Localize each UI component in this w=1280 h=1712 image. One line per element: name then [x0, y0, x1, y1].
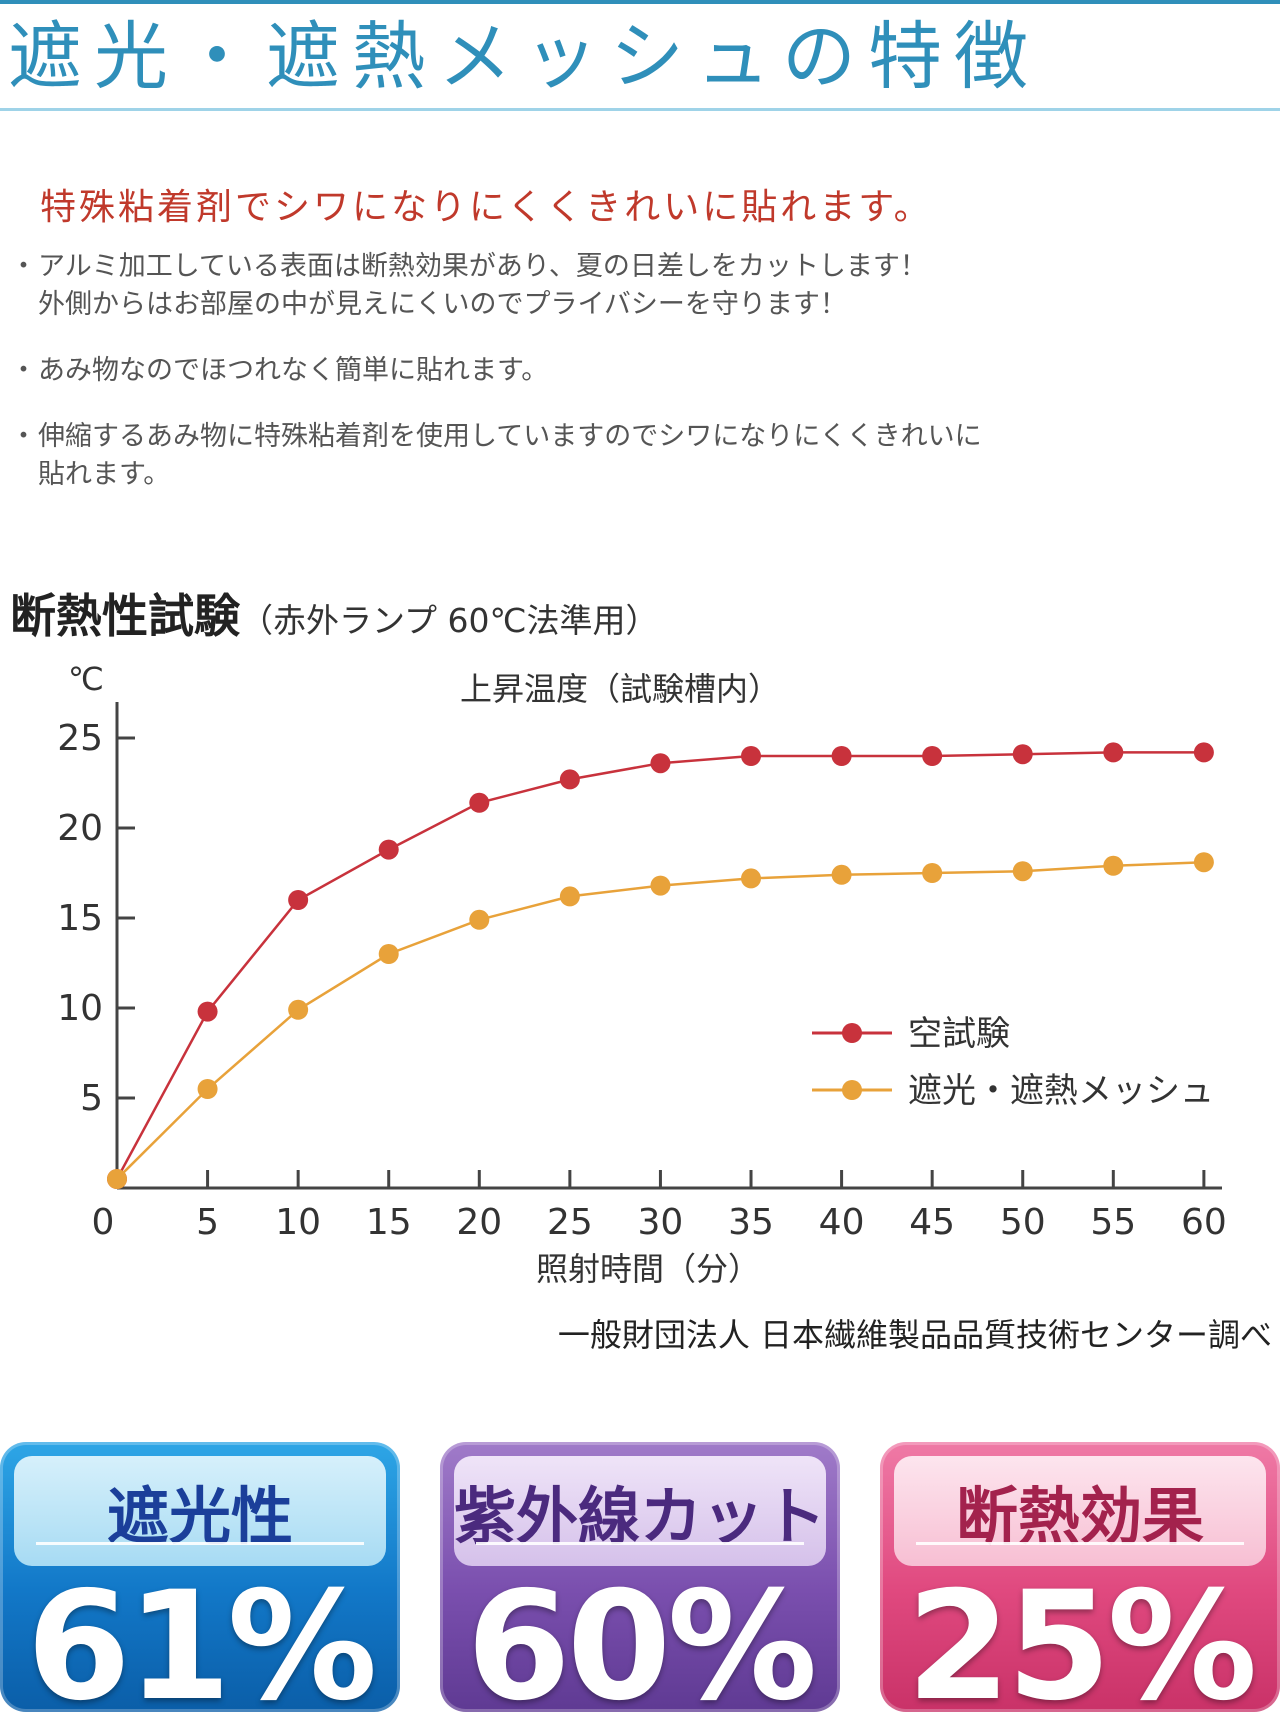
data-point-series-2 [107, 1169, 127, 1189]
feature-text: 外側からはお部屋の中が見えにくいのでプライバシーを守ります！ [38, 289, 847, 320]
data-source-note: 一般財団法人 日本繊維製品品質技術センター調べ [557, 1316, 1272, 1354]
page-title: 遮光・遮熱メッシュの特徴 [8, 14, 1040, 100]
data-point-series-2 [1193, 852, 1214, 873]
feature-list: ・ アルミ加工している表面は断熱効果があり、夏の日差しをカットします！ 外側から… [10, 248, 1270, 522]
x-tick-label: 25 [547, 1202, 593, 1243]
badge-label-panel [14, 1456, 386, 1566]
feature-item: ・ あみ物なのでほつれなく簡単に貼れます。 [10, 352, 1270, 390]
x-tick-label: 50 [1000, 1202, 1046, 1243]
y-tick-label: 10 [57, 988, 103, 1029]
feature-text: 伸縮するあみ物に特殊粘着剤を使用していますのでシワになりにくくきれいに [38, 421, 982, 452]
data-point-series-2 [650, 875, 671, 896]
data-point-series-1 [831, 746, 852, 766]
data-point-series-1 [922, 746, 943, 766]
x-tick-label: 5 [196, 1202, 219, 1243]
feature-text: あみ物なのでほつれなく簡単に貼れます。 [38, 355, 549, 386]
data-point-series-1 [197, 1001, 218, 1022]
badge-label: 断熱効果 [955, 1480, 1204, 1553]
x-tick-label: 30 [638, 1202, 684, 1243]
bullet-marker: ・ [10, 421, 37, 452]
chart-heading-sub: （赤外ランプ 60℃法準用） [240, 601, 659, 640]
data-point-series-1 [378, 839, 399, 860]
feature-text: アルミ加工している表面は断熱効果があり、夏の日差しをカットします！ [38, 251, 927, 282]
y-tick-label: 25 [57, 718, 103, 759]
data-point-series-2 [469, 909, 490, 930]
data-point-series-2 [741, 868, 762, 889]
data-point-series-2 [831, 864, 852, 885]
badge-label-panel [454, 1456, 826, 1566]
legend-label-1: 空試験 [908, 1014, 1010, 1054]
header-top-rule [0, 0, 1280, 4]
y-tick-label: 20 [57, 808, 103, 849]
data-point-series-2 [1103, 855, 1124, 876]
x-tick-label: 40 [819, 1202, 865, 1243]
bullet-marker: ・ [10, 251, 37, 282]
chart-heading-main: 断熱性試験 [10, 589, 240, 643]
x-tick-label: 55 [1090, 1202, 1136, 1243]
data-point-series-1 [559, 769, 580, 790]
badge-value: 25% [906, 1560, 1257, 1712]
lead-text: 特殊粘着剤でシワになりにくくきれいに貼れます。 [40, 187, 933, 228]
data-point-series-1 [469, 792, 490, 813]
y-axis-unit-label: ℃ [68, 660, 104, 698]
data-point-series-2 [378, 944, 399, 964]
series-line-2 [116, 860, 1204, 1180]
x-tick-label: 15 [366, 1202, 412, 1243]
x-tick-label: 20 [456, 1202, 502, 1243]
badge-divider [36, 1542, 364, 1545]
badge-label-panel [894, 1456, 1266, 1566]
badge-label: 紫外線カット [453, 1480, 826, 1553]
series-line-1 [115, 751, 1204, 1180]
data-point-series-1 [288, 890, 309, 910]
heat-insulation-badge: 断熱効果 25% [880, 1442, 1280, 1712]
chart-heading: 断熱性試験（赤外ランプ 60℃法準用） [10, 580, 659, 646]
badge-value: 61% [26, 1560, 377, 1712]
shading-rate-badge: 遮光性 61% [0, 1442, 400, 1712]
badge-divider [476, 1542, 804, 1545]
data-point-series-2 [288, 999, 309, 1020]
data-point-series-2 [197, 1079, 218, 1099]
legend-marker-1 [842, 1023, 862, 1043]
y-tick-label: 5 [80, 1078, 103, 1119]
x-tick-label: 10 [275, 1202, 321, 1243]
feature-item: ・ 伸縮するあみ物に特殊粘着剤を使用していますのでシワになりにくくきれいに 貼れ… [10, 418, 1270, 494]
badge-label: 遮光性 [106, 1480, 293, 1553]
x-tick-label: 35 [728, 1202, 774, 1243]
header: 遮光・遮熱メッシュの特徴 [0, 0, 1280, 118]
legend-marker-2 [842, 1080, 862, 1100]
data-point-series-2 [922, 863, 943, 883]
y-tick-label: 15 [57, 898, 103, 939]
data-point-series-1 [650, 753, 671, 774]
data-point-series-1 [741, 746, 762, 766]
chart-title: 上昇温度（試験槽内） [460, 670, 780, 708]
header-underline [0, 108, 1280, 111]
uv-cut-badge: 紫外線カット 60% [440, 1442, 840, 1712]
feature-item: ・ アルミ加工している表面は断熱効果があり、夏の日差しをカットします！ 外側から… [10, 248, 1270, 324]
temperature-line-chart: 上昇温度（試験槽内） ℃ 照射時間（分） 5 10 15 20 25 0 5 10 15 20 25… [57, 660, 1227, 1288]
x-tick-label: 45 [909, 1202, 955, 1243]
badge-divider [916, 1542, 1244, 1545]
x-axis-label: 照射時間（分） [536, 1250, 760, 1288]
feature-text: 貼れます。 [38, 459, 171, 490]
bullet-marker: ・ [10, 355, 37, 386]
data-point-series-2 [1012, 861, 1033, 882]
data-point-series-2 [559, 886, 580, 907]
data-point-series-1 [1193, 742, 1214, 763]
legend-label-2: 遮光・遮熱メッシュ [908, 1071, 1214, 1111]
x-tick-label: 0 [92, 1202, 115, 1243]
x-tick-label: 60 [1181, 1202, 1227, 1243]
data-point-series-1 [1103, 742, 1124, 763]
badge-value: 60% [466, 1560, 817, 1712]
data-point-series-1 [1012, 744, 1033, 765]
